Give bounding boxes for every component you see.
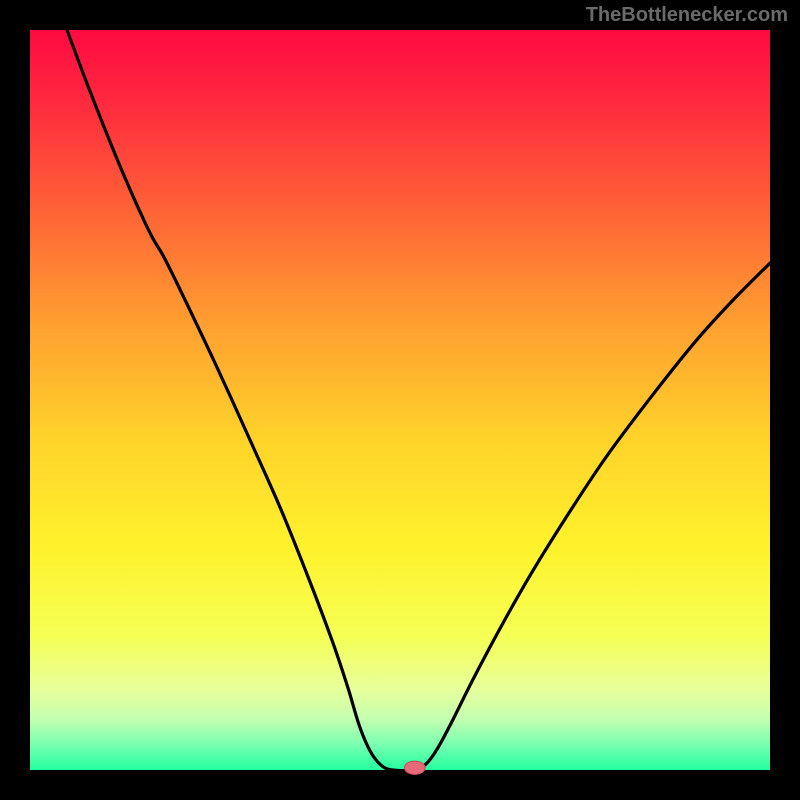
chart-container: TheBottlenecker.com <box>0 0 800 800</box>
watermark-text: TheBottlenecker.com <box>586 4 788 27</box>
gradient-background <box>30 30 770 770</box>
bottleneck-chart <box>0 0 800 800</box>
optimal-point-marker <box>404 761 425 774</box>
